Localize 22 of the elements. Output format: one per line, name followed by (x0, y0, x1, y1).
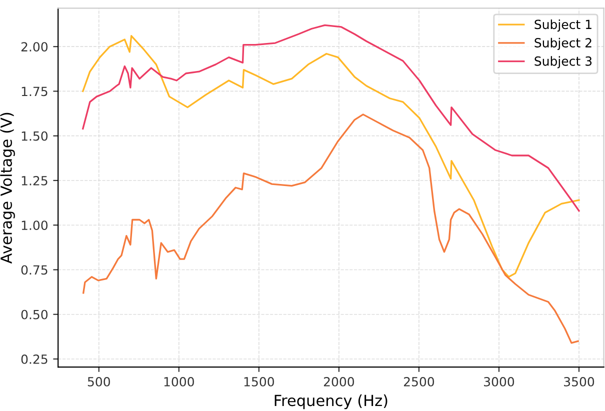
legend-label: Subject 1 (534, 19, 592, 32)
x-tick-label: 3000 (484, 376, 514, 386)
legend-label: Subject 3 (534, 56, 592, 68)
y-tick-label: 0.25 (21, 354, 48, 364)
y-tick-label: 1.00 (22, 220, 48, 230)
y-tick-label: 0.50 (21, 310, 48, 320)
x-tick-label: 2500 (404, 376, 434, 386)
y-tick-label: 0.75 (21, 265, 48, 275)
x-tick-label: 500 (88, 376, 110, 386)
y-tick-label: 1.75 (22, 86, 48, 96)
x-tick-label: 2000 (324, 376, 354, 386)
y-tick-label: 2.00 (21, 42, 48, 52)
x-tick-label: 1000 (164, 376, 194, 386)
x-tick-label: 3500 (564, 376, 594, 386)
y-tick-label: 1.25 (22, 176, 48, 186)
legend-label: Subject 2 (534, 38, 592, 50)
x-tick-label: 1500 (244, 376, 274, 386)
line-series (82, 35, 580, 278)
y-tick-label: 1.50 (22, 131, 48, 141)
x-axis-title: Frequency (Hz) (274, 394, 388, 410)
y-axis-title: Average Voltage (V) (0, 112, 15, 264)
line-series (82, 114, 579, 344)
